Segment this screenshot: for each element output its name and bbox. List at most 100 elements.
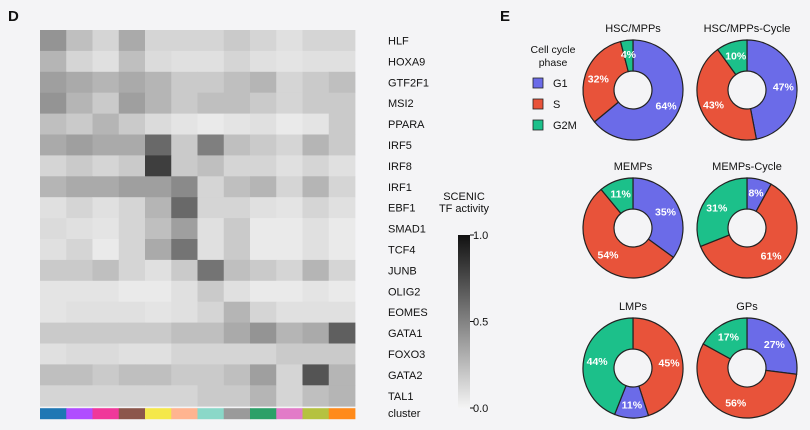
heatmap-cell [40,301,67,323]
heatmap-cell [302,134,330,156]
heatmap-cell [276,134,303,156]
heatmap-cell [276,71,303,94]
heatmap-cell [40,30,67,52]
heatmap-cell [66,113,93,135]
donut-value-label: 35% [655,206,677,218]
heatmap-cell [328,197,356,219]
heatmap-cell [197,259,225,282]
heatmap-cell [250,364,277,386]
donut-slice [582,317,634,416]
donut-value-label: 11% [622,399,643,411]
heatmap-cell [250,259,277,282]
heatmap-cell [276,92,303,114]
heatmap-cell [92,197,120,219]
heatmap-cell [302,259,330,282]
donut-slice [746,39,798,140]
heatmap-cell [118,280,146,303]
heatmap-cell [118,50,146,73]
heatmap-cell [92,239,120,261]
donut-value-label: 10% [725,50,747,62]
heatmap-cell [276,197,303,219]
heatmap-cell [145,343,172,365]
heatmap-cell [276,364,303,386]
heatmap-cell [197,239,225,261]
heatmap-cell [118,259,146,282]
heatmap-cell [302,322,330,344]
heatmap-cell [250,343,277,365]
donut-slice [632,317,684,417]
heatmap-cell [171,134,198,156]
heatmap-cell [66,197,93,219]
heatmap-cell [118,218,146,240]
heatmap-cell [197,322,225,344]
heatmap-cell [276,218,303,240]
heatmap-cell [276,322,303,344]
heatmap-row-label: GATA1 [388,328,422,340]
heatmap-cell [276,155,303,177]
heatmap-cell [118,343,146,365]
donut-value-label: 11% [610,189,631,201]
heatmap-cell [276,239,303,261]
heatmap-cell [250,197,277,219]
heatmap-cell [302,239,330,261]
heatmap-cell [250,30,277,52]
heatmap-row-label: IRF8 [388,161,412,173]
heatmap-cell [223,113,251,135]
heatmap-cell [250,155,277,177]
heatmap-cell [328,50,356,73]
heatmap-cell [92,176,120,198]
heatmap-cell [145,155,172,177]
heatmap-cell [250,218,277,240]
heatmap-cell [197,155,225,177]
legend-title: phase [539,57,568,69]
heatmap-cell [171,155,198,177]
cluster-color-bar [171,408,198,420]
heatmap: HLF HOXA9 GTF2F1 MSI2 PPARA IRF5 IRF8 IRF1 EBF1 S… [40,30,429,420]
heatmap-cell [66,50,93,73]
donut-slice [619,39,634,73]
heatmap-cell [223,50,251,73]
heatmap-cell [171,113,198,135]
heatmap-cell [40,364,67,386]
heatmap-cell [276,30,303,52]
heatmap-cell [40,197,67,219]
heatmap-cell [223,218,251,240]
heatmap-cell [223,176,251,198]
heatmap-cell [66,30,93,52]
heatmap-cell [145,280,172,303]
donut-slice [699,183,798,279]
heatmap-cell [66,364,93,386]
donut-value-label: 56% [725,398,747,410]
heatmap-cell [171,176,198,198]
heatmap-cell [145,30,172,52]
heatmap-cell [40,176,67,198]
donut-slice [696,343,798,419]
donut-value-label: 43% [703,99,725,111]
donut-value-label: 47% [773,82,795,94]
heatmap-cell [302,71,330,94]
heatmap-cell [223,155,251,177]
heatmap-cell [223,197,251,219]
heatmap-cell [302,343,330,365]
legend-label: S [553,99,560,111]
colorbar-tick-label: 0.5 [473,317,488,329]
donut-title: MEMPs-Cycle [712,161,782,173]
heatmap-cell [171,385,198,407]
heatmap-cell [302,155,330,177]
heatmap-row-label: EBF1 [388,203,416,215]
heatmap-cell [145,71,172,94]
heatmap-cell [118,239,146,261]
heatmap-cell [66,155,93,177]
cluster-label: cluster [388,408,421,420]
heatmap-cell [223,30,251,52]
cluster-color-bar [302,408,330,420]
heatmap-cell [40,113,67,135]
heatmap-cell [66,239,93,261]
heatmap-cell [197,385,225,407]
heatmap-cell [40,259,67,282]
heatmap-cell [171,239,198,261]
heatmap-cell [250,322,277,344]
donut-value-label: 45% [659,357,681,369]
heatmap-cell [66,343,93,365]
heatmap-cell [328,155,356,177]
